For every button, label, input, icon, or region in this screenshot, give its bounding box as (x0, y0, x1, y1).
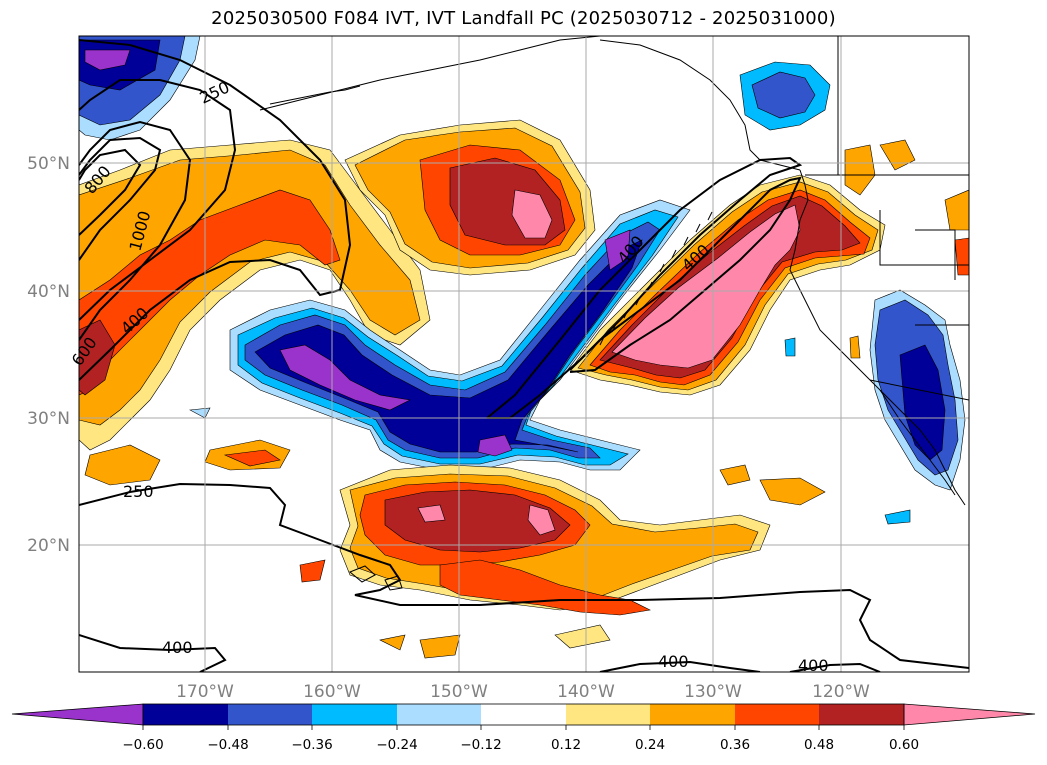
lon-label-120w: 120°W (812, 682, 870, 702)
significance-markers (599, 211, 713, 346)
bc-coast (799, 169, 809, 201)
colorbar-tick-label: −0.60 (122, 737, 163, 753)
lat-label-50n: 50°N (27, 154, 70, 174)
baja-coast (879, 389, 956, 496)
pos-blob-small-7 (849, 335, 861, 359)
pos-blob-small-1 (719, 464, 751, 486)
pos-blob-ne-small (844, 144, 876, 196)
contour-400-south-b (599, 660, 761, 672)
pos-arc-nw-dark (79, 319, 116, 396)
gridlines (79, 36, 969, 672)
contour-250-ar (486, 156, 803, 419)
map-frame (78, 35, 970, 673)
neg-blob-nw-peak (84, 49, 131, 71)
contour-label: 400 (162, 638, 193, 657)
contour-600 (79, 120, 192, 341)
pos-blob-sw-1 (84, 444, 161, 486)
longitude-labels: 170°W 160°W 150°W 140°W 130°W 120°W (176, 682, 870, 702)
contour-800 (79, 136, 162, 261)
neg-blob-sw-us-core (899, 344, 946, 461)
figure-title: 2025030500 F084 IVT, IVT Landfall PC (20… (211, 8, 836, 29)
colorbar-tick-label: −0.48 (207, 737, 248, 753)
colorbar-extend-low (11, 703, 144, 726)
filled-contours (79, 36, 969, 659)
pos-band-south-pink-b (527, 504, 556, 536)
pos-blob-sw-3 (223, 449, 281, 467)
colorbar-tick-label: 0.36 (720, 737, 750, 753)
neg-blob-small-2 (884, 509, 911, 525)
pos-blob-small-5 (554, 624, 611, 649)
colorbar-segment (312, 704, 397, 725)
colorbar-segment (143, 704, 228, 725)
ivt-line-contours (79, 39, 969, 672)
pos-blob-small-9 (954, 237, 969, 276)
colorbar-tick-label: −0.36 (291, 737, 332, 753)
pos-blob-small-6 (299, 559, 326, 583)
lat-label-30n: 30°N (27, 409, 70, 429)
colorbar-segment (566, 704, 650, 725)
neg-blob-ak-core (751, 71, 816, 119)
map-panel (79, 36, 969, 672)
contour-400-south-a (79, 634, 227, 672)
lon-label-150w: 150°W (430, 682, 488, 702)
pos-arc-nw-orange (79, 149, 421, 426)
state-line-2 (879, 210, 969, 266)
pos-blob-small-4 (419, 634, 461, 659)
colorbar-tick-label: 0.48 (804, 737, 834, 753)
colorbar-segment (481, 704, 566, 725)
aleutians (269, 85, 361, 105)
colorbar-segment (735, 704, 819, 725)
state-line-5 (869, 379, 969, 401)
state-line-3 (915, 229, 956, 280)
lat-label-40n: 40°N (27, 282, 70, 302)
neg-band-purple-a (279, 344, 411, 411)
contour-250-north (79, 39, 352, 381)
lon-label-130w: 130°W (684, 682, 742, 702)
pos-blob-small-3 (379, 634, 406, 651)
contour-250-south (79, 482, 969, 669)
colorbar-segment (397, 704, 481, 725)
neg-band-navy (254, 239, 643, 453)
contour-400-south-c (789, 662, 881, 672)
colorbar-tick-label: 0.60 (889, 737, 919, 753)
latitude-labels: 50°N 40°N 30°N 20°N (27, 154, 70, 556)
west-coast (789, 199, 966, 506)
contour-1000 (79, 148, 142, 236)
colorbar-segment (650, 704, 735, 725)
contour-label: 400 (658, 652, 689, 671)
pos-blob-nc-pink (511, 189, 553, 239)
colorbar-tick-label: 0.12 (551, 737, 581, 753)
neg-band-purple-b (477, 434, 513, 457)
pos-arc-nw-red (79, 189, 341, 396)
lon-label-170w: 170°W (176, 682, 234, 702)
contour-400-ar (569, 176, 802, 373)
lon-label-140w: 140°W (557, 682, 615, 702)
lon-label-160w: 160°W (303, 682, 361, 702)
lat-label-20n: 20°N (27, 536, 70, 556)
pos-band-south-pink-a (417, 504, 446, 523)
colorbar-segment (819, 704, 904, 725)
pos-band-south-red-b (439, 559, 651, 616)
colorbar-tick-label: 0.24 (635, 737, 665, 753)
colorbar-extend-high (903, 703, 1036, 726)
hawaii-1 (349, 565, 376, 583)
colorbar-tick-label: −0.24 (376, 737, 417, 753)
pos-blob-small-8 (944, 189, 969, 231)
colorbar-segment (228, 704, 312, 725)
contour-label: 400 (798, 656, 829, 675)
pos-blob-small-2 (759, 477, 826, 506)
pos-band-south-dark (384, 489, 571, 553)
colorbar-tick-label: −0.12 (460, 737, 501, 753)
contour-label: 250 (123, 482, 154, 501)
colorbar: −0.60 −0.48 −0.36 −0.24 −0.12 0.12 0.24 … (11, 703, 1036, 753)
neg-band-purple-c (604, 229, 631, 271)
neg-blob-small-3 (784, 337, 796, 357)
